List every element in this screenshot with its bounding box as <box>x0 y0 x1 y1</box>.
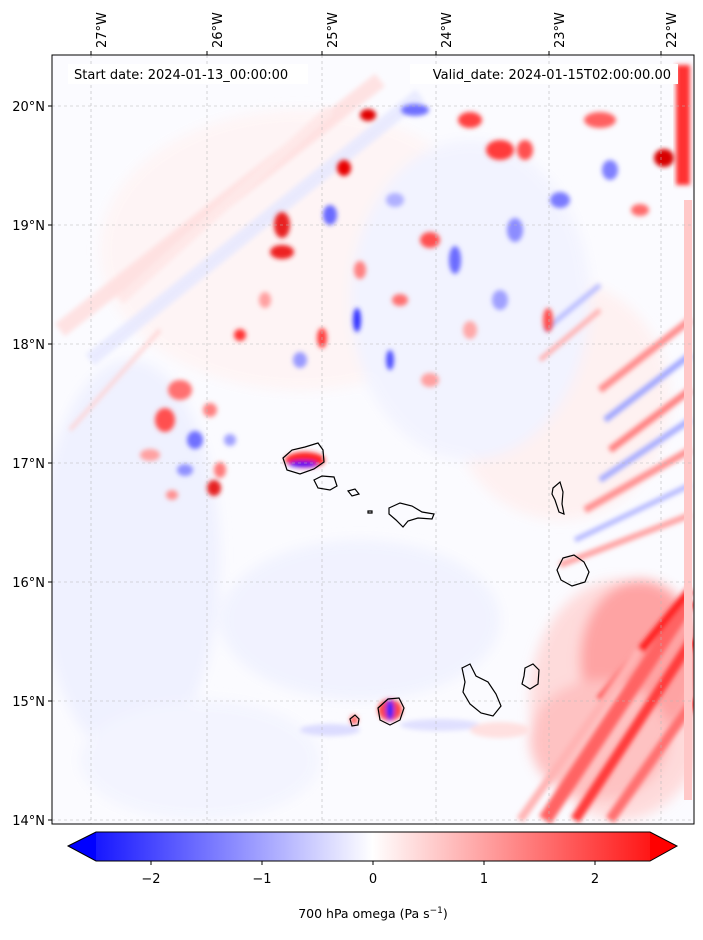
island-santiago <box>461 663 502 717</box>
lon-tick-label: 27°W <box>95 12 110 48</box>
colorbar-tick-label: −2 <box>141 872 160 887</box>
island-sao-vicente <box>313 475 338 491</box>
longitude-labels: 27°W 26°W 25°W 24°W 23°W 22°W <box>95 12 680 48</box>
lon-tick-label: 26°W <box>211 12 226 48</box>
island-maio <box>521 663 540 690</box>
graticule <box>52 55 694 824</box>
colorbar-fill <box>68 832 677 861</box>
island-brava <box>349 714 360 727</box>
start-date-label: Start date: 2024-01-13_00:00:00 <box>74 68 288 83</box>
colorbar-tick-label: −1 <box>252 872 271 887</box>
colorbar-tick-label: 1 <box>480 872 488 887</box>
colorbar-label-sup: −1 <box>430 906 443 916</box>
colorbar-label-tail: ) <box>443 906 448 921</box>
tick-marks <box>48 51 662 821</box>
island-raso <box>367 510 373 514</box>
island-boa-vista <box>556 554 590 587</box>
lat-tick-label: 19°N <box>12 219 45 234</box>
valid-date-label: Valid_date: 2024-01-15T02:00:00.00 <box>433 68 671 83</box>
valid-date-box <box>410 64 678 84</box>
colorbar-outline <box>66 831 679 862</box>
island-sal <box>551 480 565 515</box>
map-panel: 27°W 26°W 25°W 24°W 23°W 22°W 20°N 19°N … <box>12 12 695 829</box>
island-fogo <box>377 697 405 726</box>
coastlines <box>282 442 590 727</box>
colorbar-extend-max <box>650 832 677 861</box>
lon-tick-label: 25°W <box>326 12 341 48</box>
island-santa-luzia <box>346 488 361 497</box>
colorbar-label-main: 700 hPa omega (Pa s <box>298 906 429 921</box>
lat-tick-label: 18°N <box>12 338 45 353</box>
colorbar-ticks <box>150 861 596 865</box>
lon-tick-label: 23°W <box>553 12 568 48</box>
omega-field <box>52 65 694 824</box>
lat-tick-label: 17°N <box>12 457 45 472</box>
colorbar-extend-min <box>68 832 96 861</box>
latitude-labels: 20°N 19°N 18°N 17°N 16°N 15°N 14°N <box>12 100 45 829</box>
lat-tick-label: 16°N <box>12 576 45 591</box>
map-frame <box>51 54 695 825</box>
island-sao-nicolau <box>388 502 435 528</box>
lon-tick-label: 24°W <box>440 12 455 48</box>
colorbar-label: 700 hPa omega (Pa s−1) <box>298 906 448 921</box>
lat-tick-label: 14°N <box>12 814 45 829</box>
start-date-box <box>68 64 308 84</box>
colorbar-tick-label: 2 <box>591 872 599 887</box>
lon-tick-label: 22°W <box>665 12 680 48</box>
colorbar-tick-label: 0 <box>369 872 377 887</box>
lat-tick-label: 20°N <box>12 100 45 115</box>
lat-tick-label: 15°N <box>12 695 45 710</box>
island-santo-antao <box>282 442 325 475</box>
colorbar: −2 −1 0 1 2 700 hPa omega (Pa s−1) <box>66 831 679 921</box>
